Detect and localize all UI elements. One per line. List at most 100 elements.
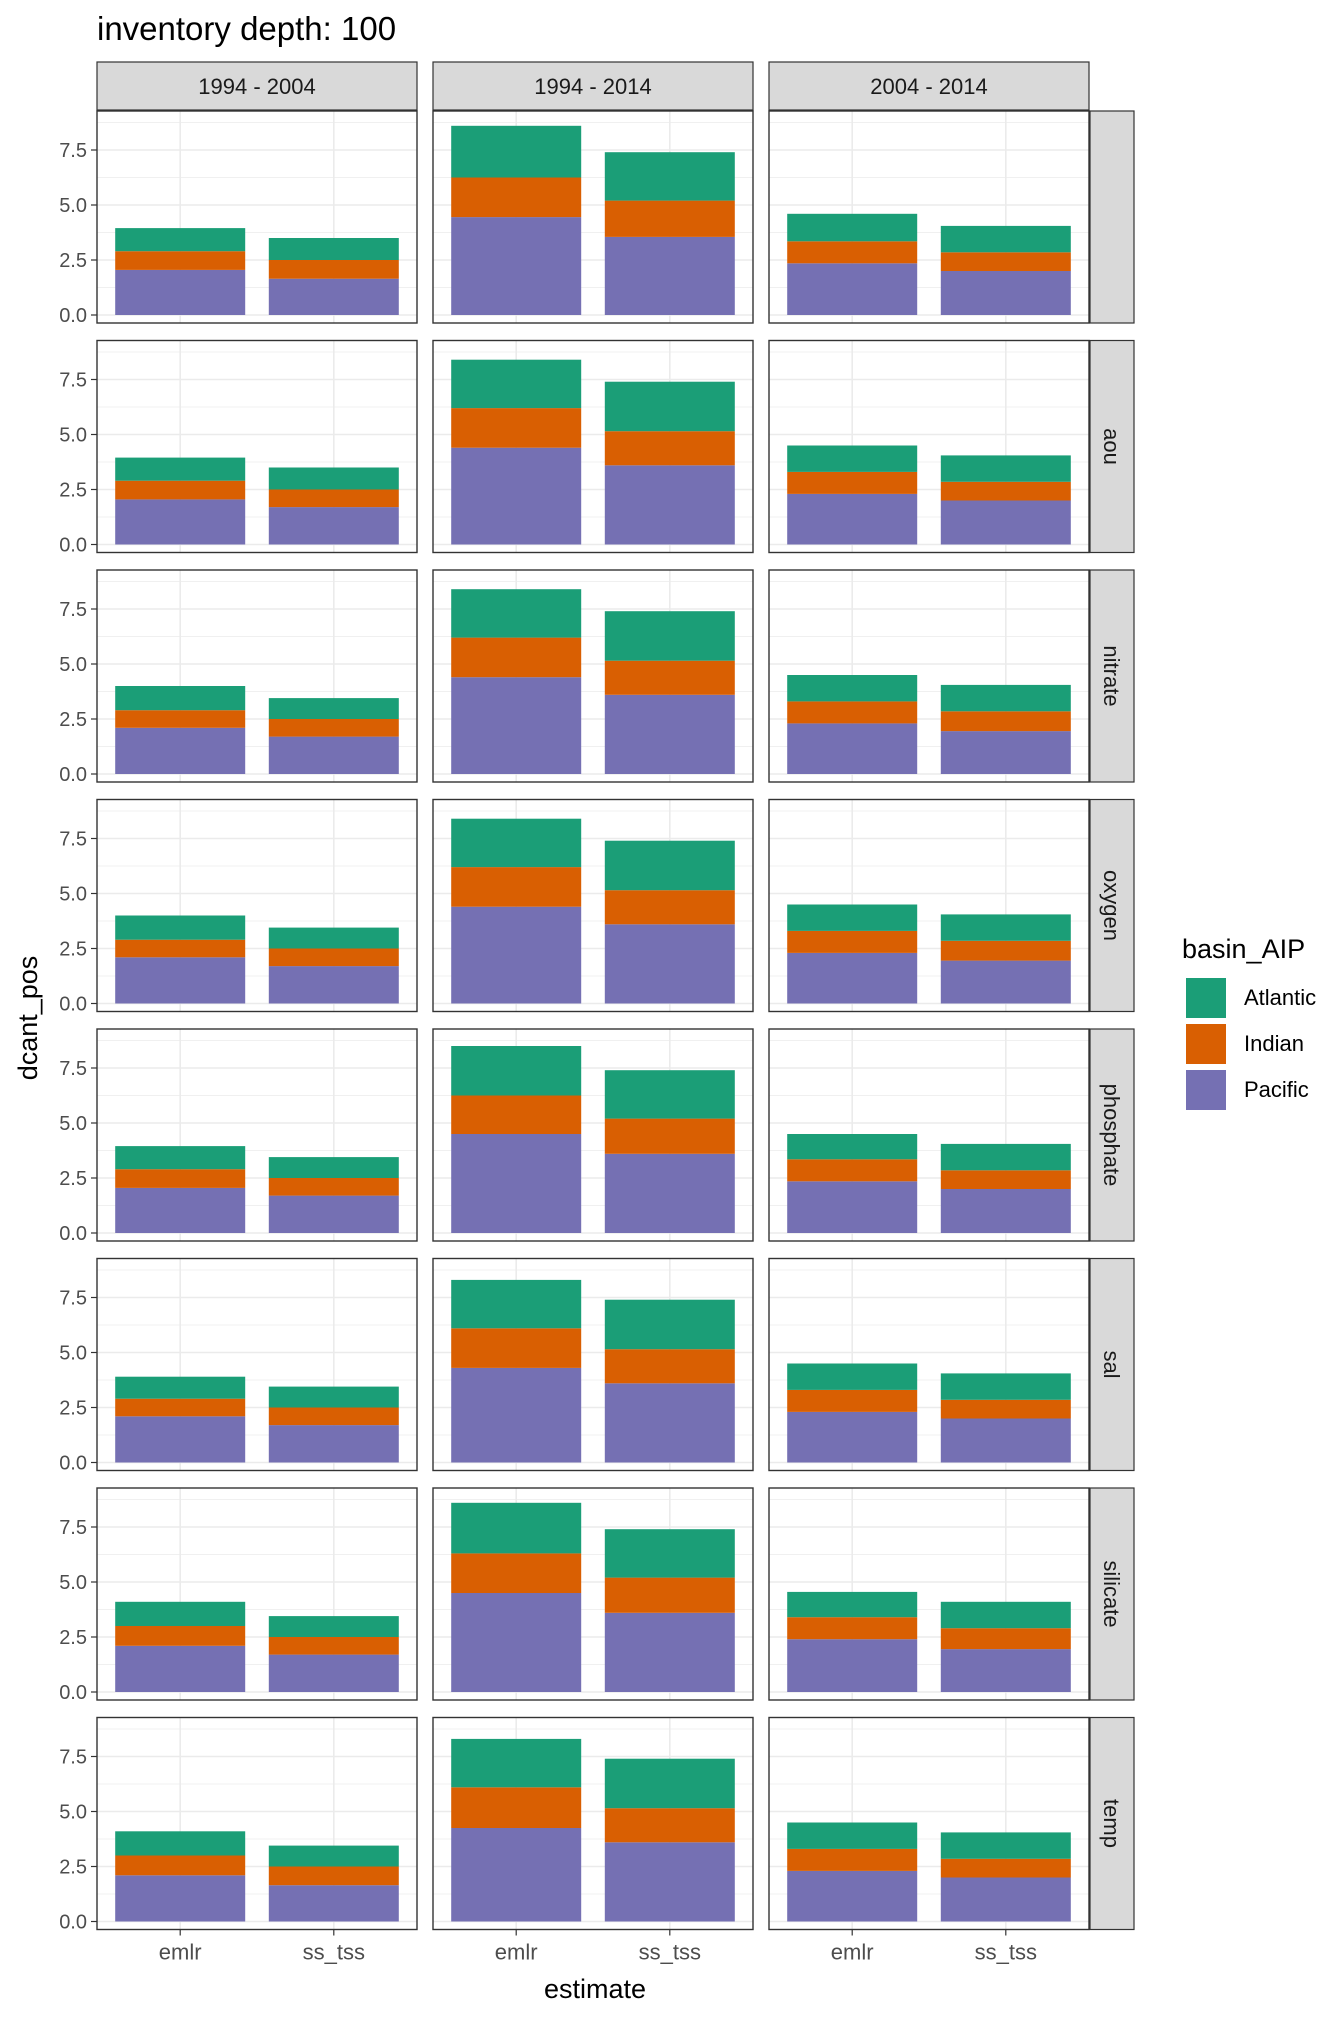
bar-ss_tss-atlantic	[268, 1157, 399, 1178]
panel-border	[432, 110, 754, 324]
y-tick-label: 0.0	[59, 1682, 87, 1704]
y-tick-label: 2.5	[59, 1627, 87, 1649]
panel-border	[432, 1487, 754, 1701]
col-strip-label: 2004 - 2014	[870, 74, 987, 99]
bar-emlr-atlantic	[451, 589, 582, 638]
row-strip-label: nitrate	[1099, 645, 1124, 706]
row-strip-5	[1089, 1028, 1135, 1242]
bar-emlr-indian	[115, 1626, 246, 1646]
y-tick-label: 5.0	[59, 884, 87, 906]
bar-ss_tss-indian	[604, 431, 735, 466]
bar-emlr-indian	[787, 471, 918, 494]
bar-ss_tss-pacific	[940, 1418, 1071, 1463]
panel-border	[768, 110, 1090, 324]
bar-ss_tss-indian	[940, 481, 1071, 501]
bar-ss_tss-pacific	[268, 736, 399, 774]
col-strip-label: 1994 - 2004	[198, 74, 315, 99]
bar-emlr-atlantic	[451, 1738, 582, 1788]
bar-emlr-pacific	[787, 263, 918, 315]
bar-emlr-atlantic	[451, 359, 582, 409]
bar-ss_tss-indian	[604, 1349, 735, 1384]
bar-ss_tss-pacific	[604, 694, 735, 774]
row-strip-label: sal	[1099, 1350, 1124, 1378]
bar-ss_tss-pacific	[940, 731, 1071, 774]
bar-emlr-atlantic	[451, 125, 582, 178]
x-tick-label: emlr	[159, 1940, 202, 1965]
legend-title: basin_AIP	[1182, 934, 1305, 964]
bar-emlr-pacific	[115, 1187, 246, 1233]
bar-ss_tss-atlantic	[268, 1616, 399, 1637]
y-tick-label: 0.0	[59, 994, 87, 1016]
bar-ss_tss-atlantic	[268, 698, 399, 719]
bar-emlr-pacific	[787, 952, 918, 1004]
x-tick-label: ss_tss	[303, 1940, 365, 1965]
col-strip-label: 1994 - 2014	[534, 74, 651, 99]
bar-ss_tss-indian	[940, 1628, 1071, 1650]
bar-emlr-pacific	[787, 1181, 918, 1233]
bar-emlr-pacific	[787, 1411, 918, 1463]
bar-ss_tss-atlantic	[604, 1299, 735, 1350]
bar-emlr-atlantic	[787, 213, 918, 242]
bar-emlr-indian	[451, 1328, 582, 1368]
legend-key-pacific	[1186, 1070, 1226, 1110]
bar-ss_tss-pacific	[604, 1383, 735, 1463]
y-tick-label: 0.0	[59, 535, 87, 557]
bar-emlr-pacific	[115, 269, 246, 315]
bar-emlr-indian	[787, 1848, 918, 1871]
y-tick-label: 5.0	[59, 1113, 87, 1135]
bar-ss_tss-pacific	[604, 1612, 735, 1692]
bar-ss_tss-indian	[268, 948, 399, 967]
y-tick-label: 7.5	[59, 1517, 87, 1539]
bar-emlr-atlantic	[787, 1591, 918, 1618]
y-tick-label: 5.0	[59, 1802, 87, 1824]
bar-emlr-indian	[115, 1169, 246, 1188]
bar-ss_tss-indian	[268, 1637, 399, 1655]
y-tick-label: 5.0	[59, 654, 87, 676]
legend-label: Indian	[1244, 1031, 1304, 1056]
bar-ss_tss-indian	[604, 1118, 735, 1154]
bar-emlr-indian	[115, 480, 246, 500]
bar-ss_tss-atlantic	[268, 238, 399, 260]
bar-ss_tss-atlantic	[604, 381, 735, 432]
row-strip-label: phosphate	[1099, 1084, 1124, 1187]
bar-emlr-indian	[451, 637, 582, 678]
row-strip-label: aou	[1099, 428, 1124, 465]
bar-emlr-atlantic	[787, 675, 918, 702]
bar-ss_tss-indian	[604, 1808, 735, 1843]
bar-ss_tss-atlantic	[604, 1758, 735, 1809]
bar-emlr-pacific	[115, 957, 246, 1004]
bar-emlr-indian	[115, 251, 246, 270]
bar-emlr-indian	[115, 710, 246, 728]
bar-ss_tss-atlantic	[940, 1373, 1071, 1400]
bar-emlr-atlantic	[115, 686, 246, 711]
bar-emlr-indian	[787, 930, 918, 953]
bar-emlr-pacific	[451, 1367, 582, 1463]
bar-ss_tss-pacific	[268, 278, 399, 315]
panel-border	[768, 1257, 1090, 1472]
panel-border	[96, 1487, 418, 1701]
bar-emlr-atlantic	[787, 445, 918, 472]
row-strip-2	[1089, 339, 1135, 554]
y-tick-label: 0.0	[59, 1453, 87, 1475]
bar-ss_tss-pacific	[268, 1885, 399, 1922]
bar-ss_tss-pacific	[604, 1842, 735, 1922]
bar-emlr-pacific	[787, 1639, 918, 1692]
y-tick-label: 0.0	[59, 305, 87, 327]
bar-ss_tss-indian	[940, 1399, 1071, 1419]
y-tick-label: 2.5	[59, 1857, 87, 1879]
bar-ss_tss-atlantic	[604, 152, 735, 201]
panel-border	[432, 569, 754, 783]
bar-ss_tss-pacific	[604, 1153, 735, 1233]
legend-key-indian	[1186, 1024, 1226, 1064]
bar-ss_tss-indian	[268, 719, 399, 737]
y-tick-label: 7.5	[59, 140, 87, 162]
bar-ss_tss-atlantic	[604, 1529, 735, 1578]
bar-ss_tss-pacific	[940, 1877, 1071, 1922]
panel-border	[768, 339, 1090, 554]
bar-ss_tss-indian	[604, 1577, 735, 1613]
bar-emlr-pacific	[787, 1870, 918, 1922]
bar-ss_tss-pacific	[940, 271, 1071, 315]
panel-border	[768, 1716, 1090, 1931]
y-tick-label: 0.0	[59, 1223, 87, 1245]
bar-ss_tss-pacific	[268, 1425, 399, 1463]
